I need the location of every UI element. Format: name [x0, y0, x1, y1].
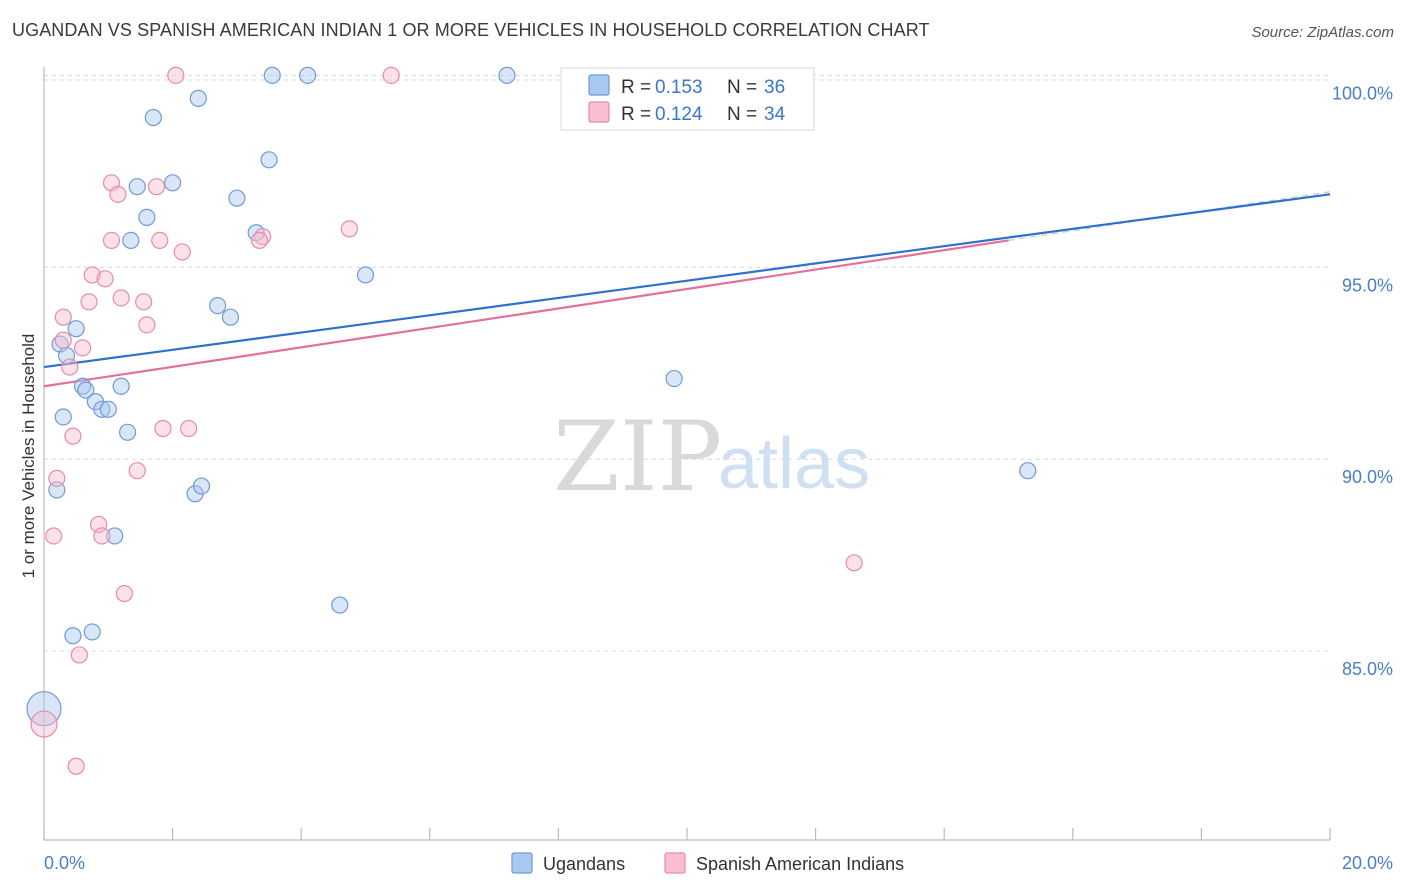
point-ugandans: [498, 66, 516, 84]
point-spanish-american-indians: [173, 243, 191, 261]
point-ugandans: [54, 408, 72, 426]
trend-line-spanish-american-indians: [43, 239, 1009, 388]
point-ugandans: [260, 151, 278, 169]
y-tick-label: 85.0%: [1342, 659, 1393, 679]
point-ugandans: [138, 208, 156, 226]
legend-box: R = 0.153 N = 36 R = 0.124 N = 34: [560, 67, 815, 131]
bottom-legend: Ugandans Spanish American Indians: [511, 852, 904, 874]
trend-lines: [43, 191, 1331, 388]
point-ugandans: [77, 381, 95, 399]
y-tick-label: 100.0%: [1332, 83, 1393, 103]
point-spanish-american-indians: [340, 220, 359, 238]
point-spanish-american-indians: [83, 266, 101, 284]
bottom-legend-swatch-spanish-american-indians: [664, 852, 686, 874]
legend-n-value-1: 34: [764, 104, 786, 125]
point-ugandans: [106, 527, 124, 545]
point-ugandans: [331, 596, 349, 614]
point-ugandans: [26, 691, 62, 727]
watermark: ZIP atlas: [553, 401, 870, 513]
point-ugandans: [192, 477, 211, 495]
point-spanish-american-indians: [96, 270, 114, 288]
point-spanish-american-indians: [109, 185, 127, 203]
point-ugandans: [112, 377, 130, 395]
point-spanish-american-indians: [845, 554, 863, 572]
point-spanish-american-indians: [70, 646, 88, 664]
legend-n-label-0: N =: [727, 77, 757, 98]
legend-r-value-1: 0.124: [655, 104, 703, 125]
point-ugandans: [209, 297, 227, 315]
y-axis-label: 1 or more Vehicles in Household: [19, 334, 38, 579]
point-spanish-american-indians: [102, 231, 121, 250]
point-spanish-american-indians: [154, 419, 172, 438]
legend-swatch-ugandans: [588, 74, 610, 96]
point-spanish-american-indians: [180, 419, 198, 438]
point-spanish-american-indians: [115, 584, 133, 603]
point-spanish-american-indians: [54, 308, 72, 326]
point-ugandans: [128, 178, 146, 196]
chart-title: UGANDAN VS SPANISH AMERICAN INDIAN 1 OR …: [12, 20, 930, 40]
point-ugandans: [228, 189, 246, 207]
y-tick-label: 90.0%: [1342, 467, 1393, 487]
legend-r-value-0: 0.153: [655, 77, 703, 98]
legend-n-value-0: 36: [764, 77, 785, 98]
point-ugandans: [189, 89, 207, 107]
x-tick-label: 0.0%: [44, 853, 85, 873]
point-ugandans: [665, 369, 683, 388]
point-spanish-american-indians: [73, 339, 92, 357]
point-spanish-american-indians: [147, 178, 166, 196]
point-spanish-american-indians: [45, 527, 63, 545]
x-tick-label: 20.0%: [1342, 853, 1393, 873]
point-spanish-american-indians: [382, 66, 400, 84]
point-spanish-american-indians: [48, 469, 66, 487]
point-ugandans: [221, 308, 240, 326]
point-spanish-american-indians: [54, 331, 72, 349]
point-ugandans: [299, 66, 317, 84]
point-ugandans: [64, 627, 82, 645]
bottom-legend-label-spanish-american-indians: Spanish American Indians: [696, 854, 904, 874]
point-ugandans: [144, 108, 162, 127]
source-credit: Source: ZipAtlas.com: [1251, 24, 1394, 41]
y-tick-label: 95.0%: [1342, 275, 1393, 295]
legend-r-label-1: R =: [621, 104, 651, 125]
point-ugandans: [1019, 462, 1037, 480]
point-spanish-american-indians: [250, 231, 269, 250]
point-spanish-american-indians: [64, 427, 82, 445]
legend-r-label-0: R =: [621, 77, 651, 98]
point-ugandans: [122, 231, 140, 250]
bottom-legend-swatch-ugandans: [511, 852, 533, 874]
point-spanish-american-indians: [135, 293, 153, 311]
point-spanish-american-indians: [67, 757, 85, 775]
point-ugandans: [356, 266, 375, 284]
legend-swatch-spanish-american-indians: [588, 101, 610, 123]
point-ugandans: [118, 423, 137, 441]
point-spanish-american-indians: [151, 231, 169, 250]
watermark-atlas: atlas: [718, 424, 870, 504]
point-spanish-american-indians: [30, 710, 58, 738]
gridlines: [44, 74, 1330, 652]
point-ugandans: [67, 320, 85, 338]
point-spanish-american-indians: [138, 316, 156, 334]
point-ugandans: [93, 400, 111, 418]
point-spanish-american-indians: [93, 527, 111, 545]
point-spanish-american-indians: [128, 462, 146, 480]
data-points: [26, 66, 1037, 775]
point-ugandans: [164, 174, 182, 192]
point-spanish-american-indians: [61, 358, 79, 376]
point-ugandans: [263, 66, 281, 84]
point-spanish-american-indians: [80, 293, 98, 311]
point-spanish-american-indians: [112, 289, 130, 307]
point-ugandans: [83, 623, 101, 641]
point-spanish-american-indians: [167, 66, 185, 84]
legend-n-label-1: N =: [727, 104, 757, 125]
bottom-legend-label-ugandans: Ugandans: [543, 854, 625, 874]
watermark-zip: ZIP: [553, 401, 722, 513]
point-ugandans: [99, 400, 117, 418]
trend-line-ugandans: [43, 193, 1331, 369]
